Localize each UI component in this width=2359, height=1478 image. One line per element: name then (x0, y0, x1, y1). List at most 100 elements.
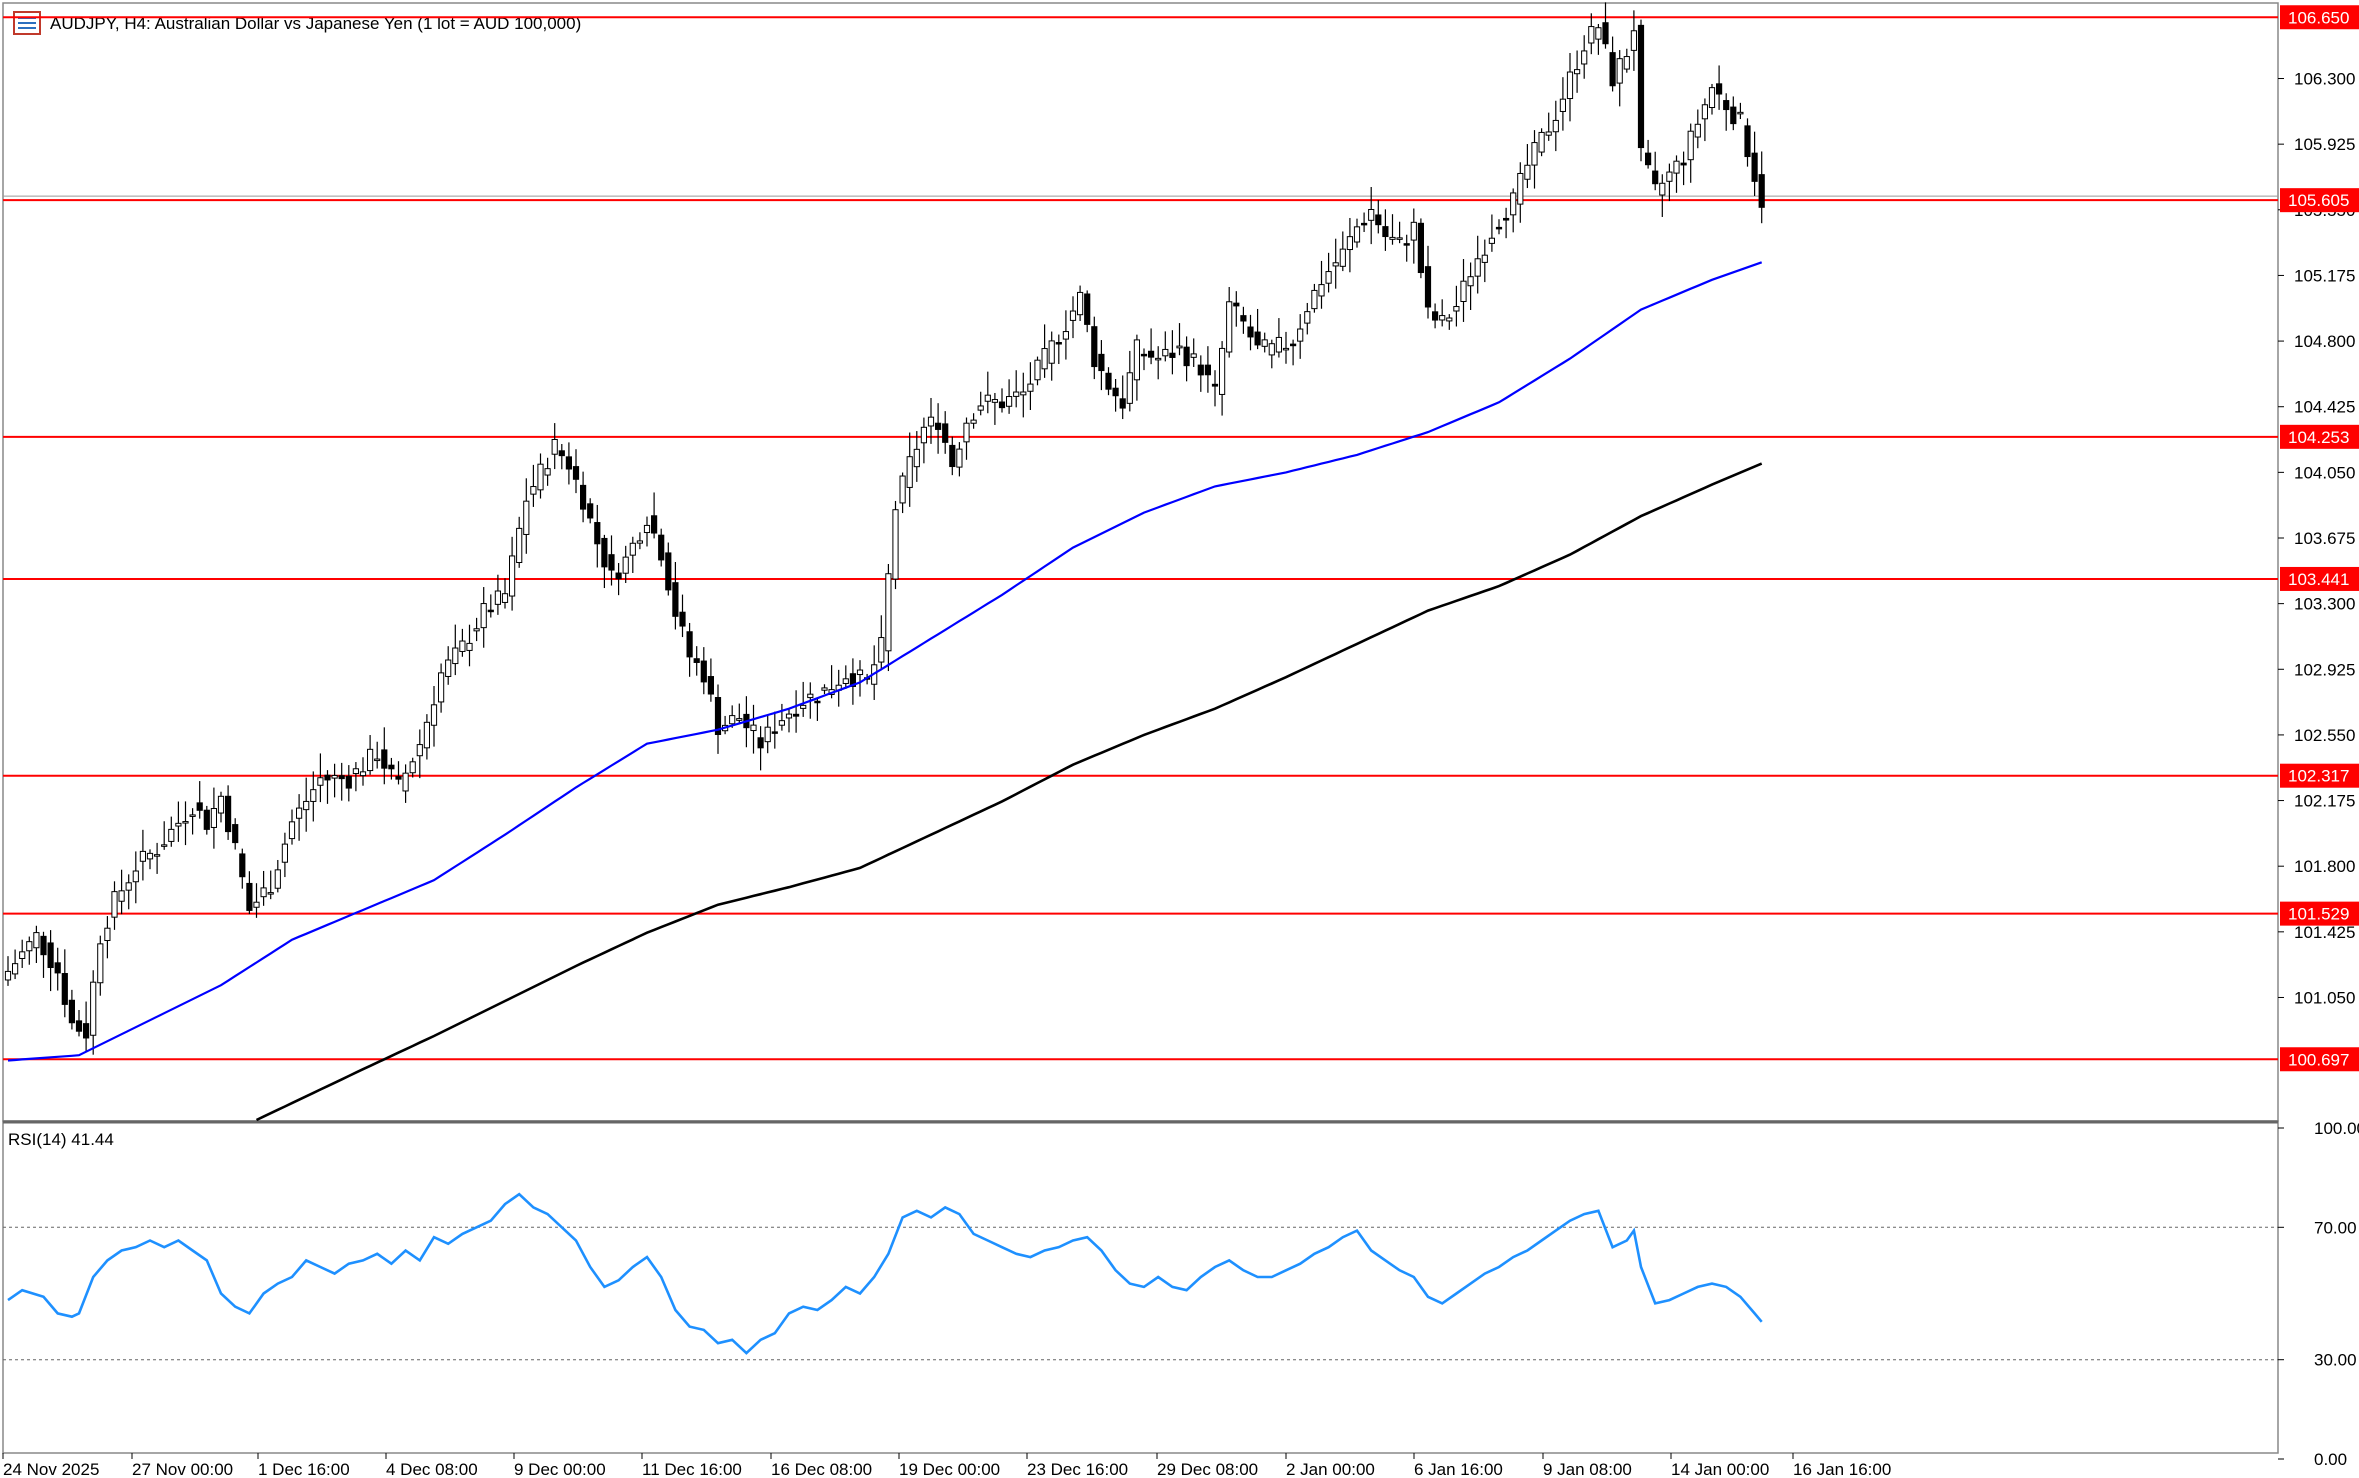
candle-bear (1140, 353, 1148, 357)
candle-bull (12, 963, 19, 975)
candle-bull (296, 807, 303, 819)
candle-bull (303, 800, 310, 811)
candle-bear (580, 484, 587, 510)
candle-bull (1524, 164, 1531, 180)
candle-bull (494, 590, 501, 605)
time-tick-label: 29 Dec 08:00 (1157, 1460, 1258, 1478)
candle-bull (892, 509, 899, 580)
candle-bear (1055, 342, 1062, 345)
candle-bull (1268, 343, 1275, 356)
candle-bull (509, 555, 516, 597)
candle-bull (125, 882, 132, 891)
candle-bull (430, 704, 438, 726)
candle-bear (487, 609, 494, 613)
candle-bull (253, 901, 260, 908)
time-tick-label: 27 Nov 00:00 (132, 1460, 233, 1478)
candle-bear (693, 658, 700, 663)
candle-bull (416, 744, 423, 757)
candle-bull (1368, 209, 1375, 221)
candle-bull (1176, 345, 1183, 349)
candle-bull (906, 456, 913, 488)
candle-bull (1353, 226, 1361, 243)
candle-bear (1424, 266, 1432, 308)
candle-bull (1006, 396, 1013, 407)
candle-bear (814, 700, 821, 704)
price-axis: 106.300105.925105.550105.175104.800104.4… (2278, 70, 2355, 1007)
candle-bull (146, 852, 154, 860)
candle-bear (1169, 352, 1176, 358)
candle-bear (594, 522, 601, 545)
level-badge-label: 103.441 (2288, 570, 2349, 589)
candle-bear (714, 697, 722, 735)
level-badge (2280, 1047, 2359, 1072)
candle-bull (1659, 182, 1666, 196)
time-tick-label: 16 Dec 08:00 (771, 1460, 872, 1478)
time-tick-label: 6 Jan 16:00 (1414, 1460, 1503, 1478)
candle-bull (1538, 131, 1545, 153)
candle-bear (658, 534, 665, 561)
candle-bull (991, 399, 998, 403)
candle-bull (1566, 71, 1574, 100)
candle-bear (1211, 383, 1219, 387)
candle-bull (1346, 236, 1354, 251)
candle-bull (182, 821, 189, 824)
rsi-tick-label: 30.00 (2314, 1351, 2357, 1370)
candle-bull (1077, 291, 1084, 316)
time-tick-label: 19 Dec 00:00 (899, 1460, 1000, 1478)
candle-bear (1247, 326, 1254, 338)
candle-bull (1467, 276, 1474, 287)
rsi-levels (3, 1226, 2278, 1361)
candle-bull (1737, 111, 1744, 115)
candle-bear (1602, 22, 1609, 45)
candle-bull (1453, 306, 1460, 312)
price-tick-label: 102.550 (2294, 726, 2355, 745)
time-tick-label: 9 Jan 08:00 (1543, 1460, 1632, 1478)
candle-bear (40, 935, 47, 956)
chart-title: AUDJPY, H4: Australian Dollar vs Japanes… (50, 14, 581, 33)
candle-bull (927, 416, 935, 427)
candle-bear (395, 776, 402, 780)
candle-bull (544, 468, 551, 476)
level-badge (2280, 5, 2359, 30)
candle-bull (317, 777, 324, 786)
candle-bear (757, 737, 764, 749)
candle-bear (75, 1020, 83, 1032)
candle-bull (1396, 237, 1403, 240)
candle-bull (104, 927, 111, 942)
candle-bull (310, 789, 317, 802)
candle-bull (807, 693, 814, 699)
candle-bull (778, 720, 785, 726)
candle-bull (764, 726, 771, 743)
price-tick-label: 105.175 (2294, 266, 2355, 285)
candle-bear (679, 611, 686, 627)
candle-bull (473, 628, 480, 632)
candle-bull (1261, 339, 1268, 347)
candle-bear (1084, 293, 1091, 325)
candle-bear (381, 749, 388, 769)
candle-bull (374, 758, 381, 762)
candle-bear (601, 537, 608, 568)
candle-bull (984, 394, 991, 402)
candle-bull (445, 659, 452, 677)
time-tick-label: 1 Dec 16:00 (258, 1460, 350, 1478)
candle-bull (842, 678, 849, 684)
candle-bull (1559, 98, 1567, 112)
candle-bull (1694, 123, 1701, 138)
candle-bear (665, 552, 672, 591)
candle-bull (175, 822, 182, 827)
candle-bull (1062, 331, 1070, 340)
candle-bull (643, 524, 651, 534)
candle-bull (281, 843, 288, 863)
price-tick-label: 101.425 (2294, 923, 2355, 942)
candle-bull (1020, 391, 1027, 396)
rsi-tick-label: 100.00 (2314, 1119, 2359, 1138)
candle-bull (1389, 236, 1396, 240)
candle-bull (885, 573, 892, 652)
candle-bull (1545, 131, 1552, 136)
candle-bull (856, 669, 864, 676)
candle-bear (1098, 353, 1105, 372)
candle-bull (111, 891, 118, 918)
rsi-label: RSI(14) 41.44 (8, 1130, 114, 1149)
candle-bull (629, 542, 636, 556)
